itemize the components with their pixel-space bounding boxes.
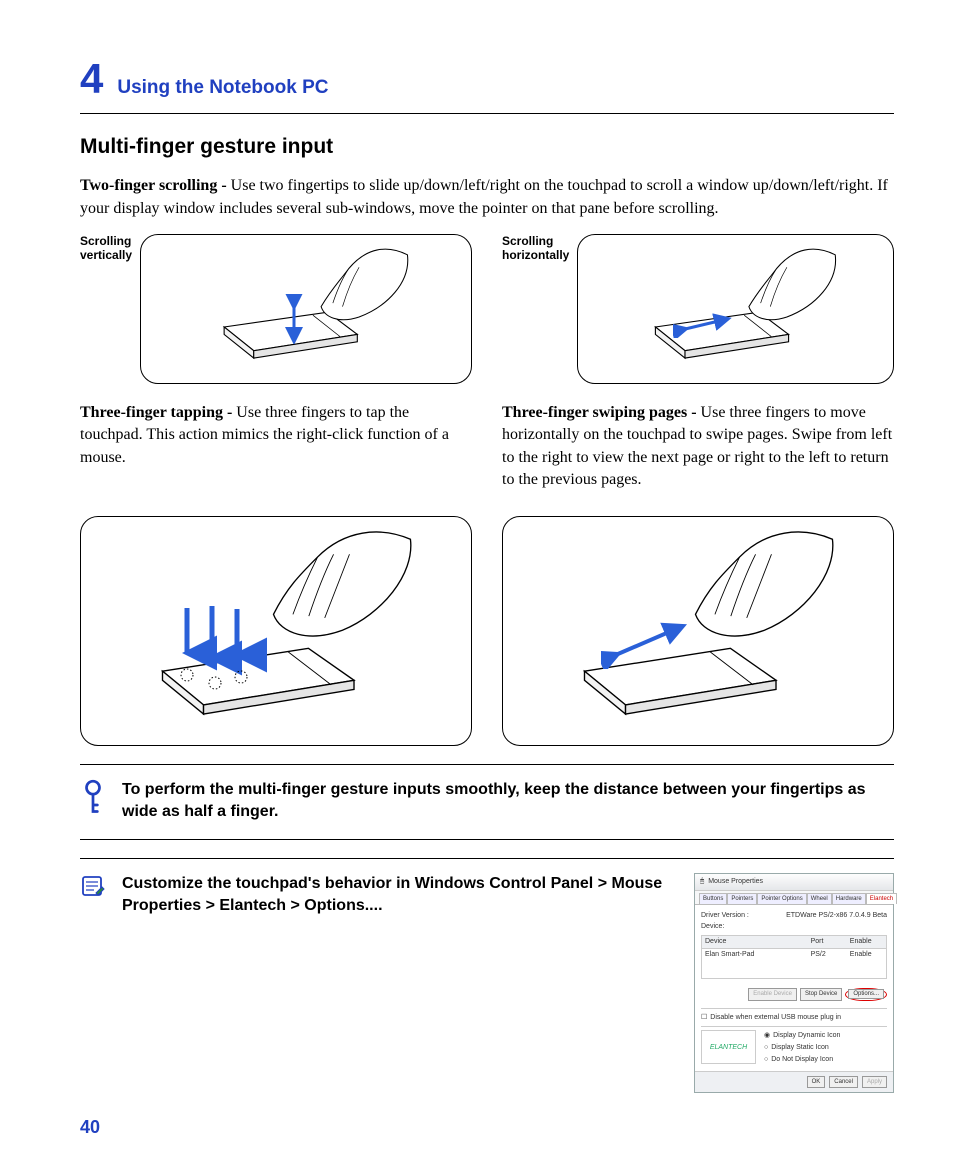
tab-wheel[interactable]: Wheel (807, 893, 832, 904)
table-row[interactable]: Elan Smart-Pad PS/2 Enable (702, 949, 886, 961)
options-button[interactable]: Options... (848, 989, 884, 999)
tab-buttons[interactable]: Buttons (699, 893, 727, 904)
radio-label: Display Static Icon (771, 1043, 829, 1053)
figure-scroll-horizontal (577, 234, 894, 384)
usb-checkbox-label: Disable when external USB mouse plug in (710, 1013, 841, 1023)
tab-hardware[interactable]: Hardware (832, 893, 866, 904)
caption-line: Scrolling (502, 234, 569, 248)
two-finger-para: Two-finger scrolling - Use two fingertip… (80, 175, 894, 220)
radio-label: Do Not Display Icon (771, 1055, 833, 1065)
three-finger-desc-row: Three-finger tapping - Use three fingers… (80, 402, 894, 506)
td-device: Elan Smart-Pad (702, 949, 808, 961)
td-port: PS/2 (808, 949, 847, 961)
radio-icon: ○ (764, 1043, 768, 1053)
tab-elantech[interactable]: Elantech (866, 893, 897, 904)
three-swipe-para: Three-finger swiping pages - Use three f… (502, 402, 894, 492)
caption-line: Scrolling (80, 234, 132, 248)
dialog-body: Driver Version : ETDWare PS/2-x86 7.0.4.… (695, 905, 893, 1071)
section-title: Multi-finger gesture input (80, 132, 894, 161)
tab-pointers[interactable]: Pointers (727, 893, 757, 904)
arrow-horizontal-icon (673, 312, 733, 338)
chapter-title: Using the Notebook PC (117, 75, 328, 102)
figure-three-tap (80, 516, 472, 746)
chapter-number: 4 (80, 50, 103, 109)
apply-button[interactable]: Apply (862, 1076, 887, 1088)
driver-label: Driver Version : (701, 911, 749, 921)
three-finger-figures-row (80, 516, 894, 746)
enable-device-button[interactable]: Enable Device (748, 988, 797, 1000)
figure-scroll-vertical (140, 234, 472, 384)
radio-icon: ◉ (764, 1031, 770, 1041)
th-enable: Enable (847, 936, 886, 948)
swipe-arrow-icon (601, 619, 691, 669)
note-customize: Customize the touchpad's behavior in Win… (80, 858, 894, 1103)
dialog-title-text: Mouse Properties (708, 877, 763, 887)
radio-dynamic[interactable]: ◉Display Dynamic Icon (764, 1030, 887, 1042)
caption-scroll-h: Scrolling horizontally (502, 234, 569, 263)
arrow-vertical-icon (280, 294, 308, 344)
elantech-logo: ELANTECH (701, 1030, 756, 1064)
driver-value: ETDWare PS/2-x86 7.0.4.9 Beta (786, 911, 887, 921)
cancel-button[interactable]: Cancel (829, 1076, 858, 1088)
radio-none[interactable]: ○Do Not Display Icon (764, 1054, 887, 1066)
radio-label: Display Dynamic Icon (773, 1031, 840, 1041)
usb-checkbox-row[interactable]: ☐ Disable when external USB mouse plug i… (701, 1012, 887, 1024)
key-icon (80, 779, 106, 825)
caption-scroll-v: Scrolling vertically (80, 234, 132, 263)
three-tap-lead: Three-finger tapping - (80, 404, 236, 421)
th-device: Device (702, 936, 808, 948)
scroll-figures-row: Scrolling vertically (80, 234, 894, 384)
th-port: Port (808, 936, 847, 948)
options-highlight: Options... (845, 988, 887, 1000)
device-label: Device: (701, 922, 887, 932)
dialog-footer: OK Cancel Apply (695, 1071, 893, 1092)
tab-pointer-options[interactable]: Pointer Options (757, 893, 806, 904)
caption-line: vertically (80, 248, 132, 262)
radio-static[interactable]: ○Display Static Icon (764, 1042, 887, 1054)
dialog-titlebar: 🖱 Mouse Properties (695, 874, 893, 891)
three-swipe-lead: Three-finger swiping pages - (502, 404, 701, 421)
stop-device-button[interactable]: Stop Device (800, 988, 842, 1000)
note-text: To perform the multi-finger gesture inpu… (122, 779, 894, 824)
three-tap-para: Three-finger tapping - Use three fingers… (80, 402, 472, 492)
note-text: Customize the touchpad's behavior in Win… (122, 873, 678, 918)
note-distance: To perform the multi-finger gesture inpu… (80, 764, 894, 840)
hand-illustration (240, 241, 464, 345)
mouse-properties-dialog: 🖱 Mouse Properties Buttons Pointers Poin… (694, 873, 894, 1093)
tap-arrows-icon (167, 603, 287, 703)
td-enable: Enable (847, 949, 886, 961)
caption-line: horizontally (502, 248, 569, 262)
chapter-header: 4 Using the Notebook PC (80, 50, 894, 114)
two-finger-lead: Two-finger scrolling - (80, 177, 231, 194)
ok-button[interactable]: OK (807, 1076, 826, 1088)
device-table: Device Port Enable Elan Smart-Pad PS/2 E… (701, 935, 887, 980)
mouse-icon: 🖱 (700, 877, 704, 887)
figure-three-swipe (502, 516, 894, 746)
page-number: 40 (80, 1115, 894, 1140)
checkbox-icon: ☐ (701, 1013, 707, 1023)
radio-icon: ○ (764, 1055, 768, 1065)
dialog-tabs: Buttons Pointers Pointer Options Wheel H… (695, 891, 893, 905)
edit-icon (80, 873, 106, 906)
